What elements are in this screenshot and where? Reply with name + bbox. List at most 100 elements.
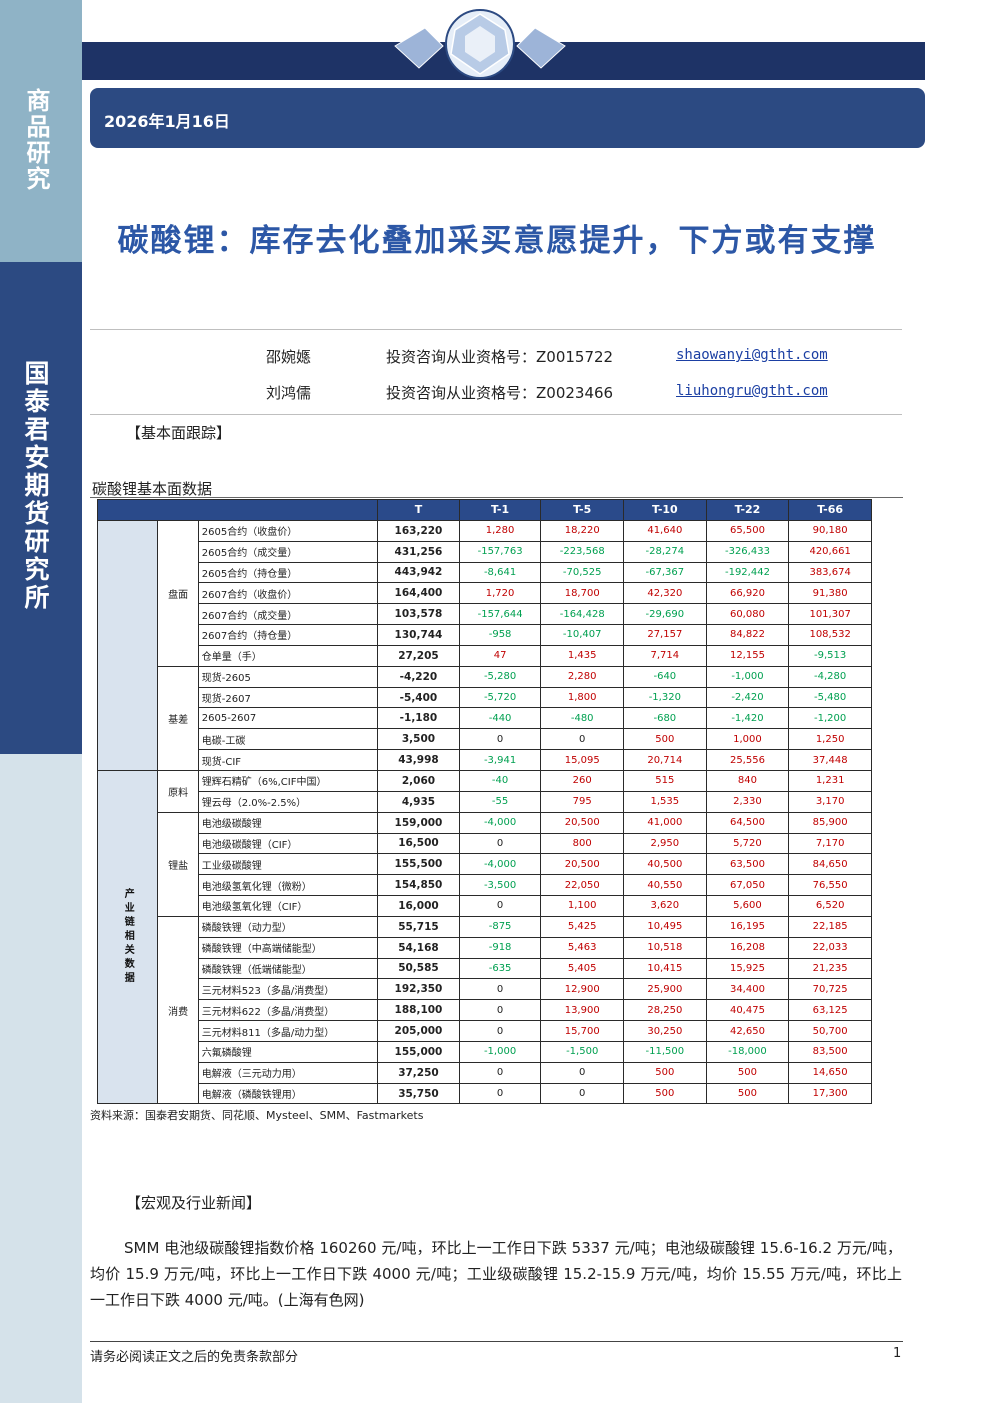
value-change: 0 [458,895,542,917]
table-row: 电池级氢氧化锂（微粉） 154,850 -3,500 22,050 40,550 67,0… [98,874,872,897]
row-label: 三元材料622（多晶/消费型） [197,999,379,1022]
author-cert: 投资咨询从业资格号：Z0015722 [386,348,614,366]
value-change: 0 [458,1020,542,1042]
report-date: 2026年1月16日 [104,112,230,131]
value-change: -958 [458,624,542,646]
header-blank [96,499,379,521]
value-change: -5,480 [788,686,872,709]
value-current: 4,935 [377,790,460,813]
value-current: 155,000 [377,1040,460,1063]
row-label: 现货-2605 [197,665,379,688]
value-change: 15,700 [540,1020,625,1042]
author-email-link[interactable]: liuhongru@gtht.com [676,383,828,399]
value-current: 54,168 [377,936,460,959]
value-change: 5,600 [705,895,790,917]
row-label: 2607合约（收盘价） [197,582,379,605]
value-change: -223,568 [540,540,625,563]
value-change: 41,000 [623,811,707,834]
value-change: -5,720 [458,686,542,709]
value-change: -67,367 [623,561,707,584]
sidebar-top [0,0,82,262]
value-change: -10,407 [540,624,625,646]
sidebar-category: 商品研究 [22,88,51,192]
value-change: 1,535 [623,790,707,813]
title-divider [90,329,902,330]
author-divider [90,414,902,415]
table-row: 基差 现货-2605 -4,220 -5,280 2,280 -640 -1,000 -4,2… [98,665,872,771]
value-change: 1,280 [458,519,542,542]
value-change: 1,250 [788,728,872,751]
value-change: 1,720 [458,582,542,605]
value-change: 17,300 [788,1082,872,1105]
table-row: 锂盐 电池级碳酸锂 159,000 -4,000 20,500 41,000 64,500 8… [98,811,872,917]
row-label: 电池级氢氧化锂（CIF） [197,895,379,917]
section-news: 【宏观及行业新闻】 [126,1194,262,1212]
value-change: 16,195 [705,915,790,938]
value-change: -3,500 [458,874,542,897]
value-change: 10,518 [623,936,707,959]
row-label: 电池级碳酸锂（CIF） [197,832,379,855]
value-change: 20,714 [623,749,707,771]
value-change: -635 [458,957,542,980]
value-change: -1,500 [540,1040,625,1063]
row-label: 磷酸铁锂（动力型） [197,915,379,938]
value-current: 43,998 [377,749,460,771]
value-change: 13,900 [540,999,625,1022]
value-change: 2,950 [623,832,707,855]
table-row: 2605合约（持仓量） 443,942 -8,641 -70,525 -67,367 -1… [98,561,872,584]
value-change: 0 [458,728,542,751]
row-label: 六氟磷酸锂 [197,1040,379,1063]
table-row: 2607合约（持仓量） 130,744 -958 -10,407 27,157 84,82… [98,624,872,646]
value-change: 34,400 [705,978,790,1001]
value-current: 37,250 [377,1061,460,1084]
value-change: 65,500 [705,519,790,542]
value-change: 12,155 [705,644,790,667]
value-change: 63,125 [788,999,872,1022]
value-change: 101,307 [788,603,872,626]
value-change: 67,050 [705,874,790,897]
value-current: 188,100 [377,999,460,1022]
table-header-row: T T-1 T-5 T-10 T-22 T-66 [96,499,872,521]
value-change: 10,415 [623,957,707,980]
value-change: 3,620 [623,895,707,917]
value-change: -1,200 [788,707,872,730]
value-change: 16,208 [705,936,790,959]
table-row: 三元材料811（多晶/动力型） 205,000 0 15,700 30,250 42,65… [98,1020,872,1042]
value-change: 18,220 [540,519,625,542]
table-row: 电碳-工碳 3,500 0 0 500 1,000 1,250 [98,728,872,751]
row-label: 仓单量（手） [197,644,379,667]
table-row: 工业级碳酸锂 155,500 -4,000 20,500 40,500 63,500 84,… [98,853,872,876]
value-current: 35,750 [377,1082,460,1105]
row-label: 2607合约（成交量） [197,603,379,626]
row-label: 磷酸铁锂（中高端储能型） [197,936,379,959]
value-change: -55 [458,790,542,813]
table-row: 产业链相关数据 原料 锂辉石精矿（6%,CIF中国） 2,060 -40 260 515 84… [96,769,872,1105]
value-change: 0 [540,1082,625,1105]
value-change: 500 [623,728,707,751]
value-current: 159,000 [377,811,460,834]
value-current: 443,942 [377,561,460,584]
author-email-link[interactable]: shaowanyi@gtht.com [676,347,828,363]
table-row: 三元材料523（多晶/消费型） 192,350 0 12,900 25,900 34,40… [98,978,872,1001]
value-change: -640 [623,665,707,688]
value-current: 16,000 [377,895,460,917]
value-change: 84,650 [788,853,872,876]
value-current: -4,220 [377,665,460,688]
value-current: 164,400 [377,582,460,605]
value-change: 7,170 [788,832,872,855]
value-change: 5,405 [540,957,625,980]
value-change: 383,674 [788,561,872,584]
value-change: 420,661 [788,540,872,563]
value-change: -9,513 [788,644,872,667]
col-header: T-5 [540,499,625,521]
value-current: -5,400 [377,686,460,709]
value-current: 50,585 [377,957,460,980]
value-change: -8,641 [458,561,542,584]
value-change: -875 [458,915,542,938]
value-change: 85,900 [788,811,872,834]
value-change: 1,435 [540,644,625,667]
category-cell-chain: 产业链相关数据 [96,769,159,1105]
value-change: -164,428 [540,603,625,626]
value-change: -480 [540,707,625,730]
category-cell-blank [96,519,159,771]
